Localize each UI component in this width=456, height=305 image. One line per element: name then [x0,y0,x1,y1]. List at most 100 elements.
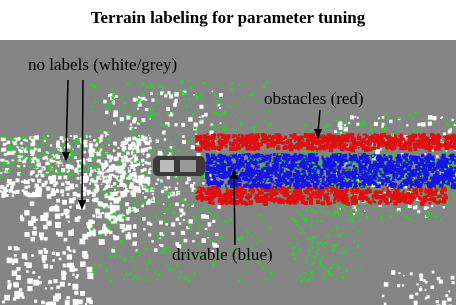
point [294,258,297,261]
point [155,104,156,105]
point [251,235,253,237]
point [129,113,132,116]
point [29,166,31,168]
point [72,187,74,189]
point [44,138,46,140]
point [234,270,235,271]
point [197,222,199,224]
point [362,121,365,124]
point [6,184,9,187]
point [300,280,302,282]
point [268,278,270,280]
point [453,161,454,162]
point [35,166,37,168]
point [382,123,385,126]
point [392,189,394,191]
point [341,223,343,225]
point [347,233,349,235]
point [46,173,49,176]
point [48,152,50,154]
point [164,151,166,153]
point [33,280,39,286]
point [242,197,244,199]
point [303,201,305,203]
point [2,169,3,170]
point [130,123,132,125]
point [181,190,183,192]
point [310,144,312,146]
point [168,193,171,196]
point [411,194,413,196]
point [241,181,243,183]
point [219,93,223,97]
point [100,274,101,275]
point [160,244,163,247]
point [65,181,67,183]
point [320,220,322,222]
point [72,175,73,176]
point [345,206,347,208]
point [389,134,391,136]
point [228,105,230,107]
point [38,165,40,167]
point [433,168,436,171]
point [250,133,254,137]
point [380,191,383,194]
point [362,147,365,150]
point [117,185,119,187]
point [326,136,329,139]
point [200,187,204,191]
point [141,159,145,163]
point [274,173,276,175]
point [340,251,342,253]
point [61,276,66,281]
point [300,196,303,199]
point [213,157,217,161]
point [202,143,205,146]
point [182,183,183,184]
point [350,156,354,160]
point [142,202,144,204]
point [305,209,307,211]
point [378,201,382,205]
point [130,131,132,133]
point [67,254,72,259]
point [134,262,135,263]
point [59,258,62,261]
point [64,136,66,138]
point [63,264,67,268]
point [411,137,414,140]
point [109,174,112,177]
point [289,196,292,199]
point [149,168,151,170]
point [146,177,150,181]
point [368,201,370,203]
point [187,177,191,181]
point [70,149,73,152]
point [136,150,139,153]
point [365,202,368,205]
point [103,100,107,104]
point [254,234,255,235]
point [418,156,421,159]
point [431,169,433,171]
point [106,152,108,154]
point [68,221,70,223]
point [367,182,370,185]
point [428,115,432,119]
point [61,172,63,174]
point [37,146,39,148]
point [30,178,32,180]
point [117,161,119,163]
point [24,186,28,190]
point [429,197,431,199]
point [406,124,408,126]
point [117,191,119,193]
point [432,156,435,159]
point [108,193,111,196]
point [61,183,65,187]
point [353,252,355,254]
point [411,117,413,119]
point [224,220,226,222]
point [372,168,374,170]
